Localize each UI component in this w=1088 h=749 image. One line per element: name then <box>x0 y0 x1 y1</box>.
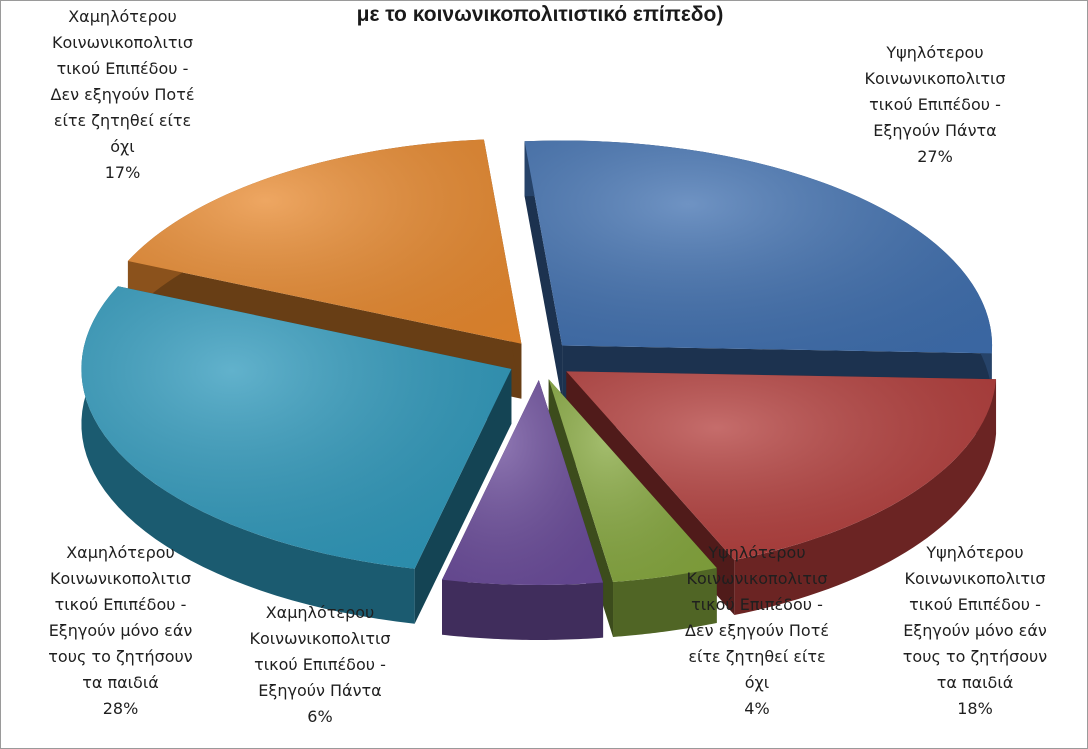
data-label-line: Υψηλότερου <box>886 43 984 62</box>
data-label-line: Κοινωνικοπολιτισ <box>51 33 194 52</box>
data-label-line: Δεν εξηγούν Ποτέ <box>685 621 829 640</box>
data-label-line: Υψηλότερου <box>926 543 1024 562</box>
data-label-line: Χαμηλότερου <box>66 543 175 562</box>
data-label-percent: 17% <box>104 163 141 182</box>
data-label-line: Κοινωνικοπολιτισ <box>904 569 1046 588</box>
data-label-line: Χαμηλότερου <box>265 603 375 622</box>
data-label-percent: 4% <box>744 699 770 718</box>
data-label: Χαμηλότερου Κοινωνικοπολιτισ τικού Επιπέδο… <box>205 600 435 730</box>
data-label-line: Εξηγούν Πάντα <box>873 121 997 140</box>
pie-slice-side <box>734 379 997 616</box>
data-label-line: τικού Επιπέδου - <box>56 59 189 78</box>
data-label-line: τους το ζητήσουν <box>902 647 1048 666</box>
data-label-line: Εξηγούν Πάντα <box>258 681 382 700</box>
data-label-line: τικού Επιπέδου - <box>254 655 386 674</box>
data-label-line: Κοινωνικοπολιτισ <box>864 69 1006 88</box>
pie-slice-highlight <box>127 139 522 344</box>
pie-slice-highlight <box>81 286 512 569</box>
data-label-percent: 6% <box>307 707 333 726</box>
data-label-line: όχι <box>744 673 770 692</box>
data-label: Υψηλότερου Κοινωνικοπολιτισ τικού Επιπέδου… <box>820 40 1050 170</box>
pie-slice-wall <box>414 368 512 624</box>
data-label-line: όχι <box>110 137 135 156</box>
data-label-line: τα παιδιά <box>82 673 159 692</box>
data-label-line: Κοινωνικοπολιτισ <box>249 629 391 648</box>
data-label-percent: 28% <box>102 699 139 718</box>
chart-title: με το κοινωνικοπολιτιστικό επίπεδο) <box>356 3 724 26</box>
data-label-percent: 27% <box>917 147 953 166</box>
pie-slice-highlight <box>566 371 997 561</box>
data-label-line: Υψηλότερου <box>708 543 806 562</box>
data-label-line: τους το ζητήσουν <box>48 647 193 666</box>
data-label-line: Δεν εξηγούν Ποτέ <box>50 85 195 104</box>
pie-slice-wall <box>524 141 563 401</box>
pie-slice-side <box>81 286 415 624</box>
data-label-line: Κοινωνικοπολιτισ <box>49 569 192 588</box>
data-label-line: τικού Επιπέδου - <box>909 595 1041 614</box>
pie-slice-highlight <box>548 379 717 582</box>
data-label: Υψηλότερου Κοινωνικοπολιτισ τικού Επιπέδου… <box>870 540 1080 722</box>
data-label-line: Κοινωνικοπολιτισ <box>686 569 828 588</box>
data-label: Χαμηλότερου Κοινωνικοπολιτισ τικού Επιπέδο… <box>8 540 233 722</box>
data-label-percent: 18% <box>957 699 993 718</box>
data-label-line: τικού Επιπέδου - <box>691 595 823 614</box>
data-label-line: Εξηγούν μόνο εάν <box>903 621 1047 640</box>
data-label-line: είτε ζητηθεί είτε <box>53 111 192 130</box>
data-label-line: τικού Επιπέδου - <box>869 95 1001 114</box>
data-label-line: τικού Επιπέδου - <box>54 595 187 614</box>
data-label: Χαμηλότερου Κοινωνικοπολιτισ τικού Επιπέδο… <box>10 4 235 186</box>
pie-slice-side <box>613 567 717 637</box>
data-label-line: Εξηγούν μόνο εάν <box>48 621 193 640</box>
data-label-line: Χαμηλότερου <box>68 7 177 26</box>
data-label-line: είτε ζητηθεί είτε <box>688 647 826 666</box>
data-label: Υψηλότερου Κοινωνικοπολιτισ τικού Επιπέδου… <box>648 540 866 722</box>
data-label-line: τα παιδιά <box>936 673 1014 692</box>
pie-slice-highlight <box>524 140 993 354</box>
pie-slice-highlight <box>442 379 604 585</box>
pie-slice-side <box>442 579 604 640</box>
